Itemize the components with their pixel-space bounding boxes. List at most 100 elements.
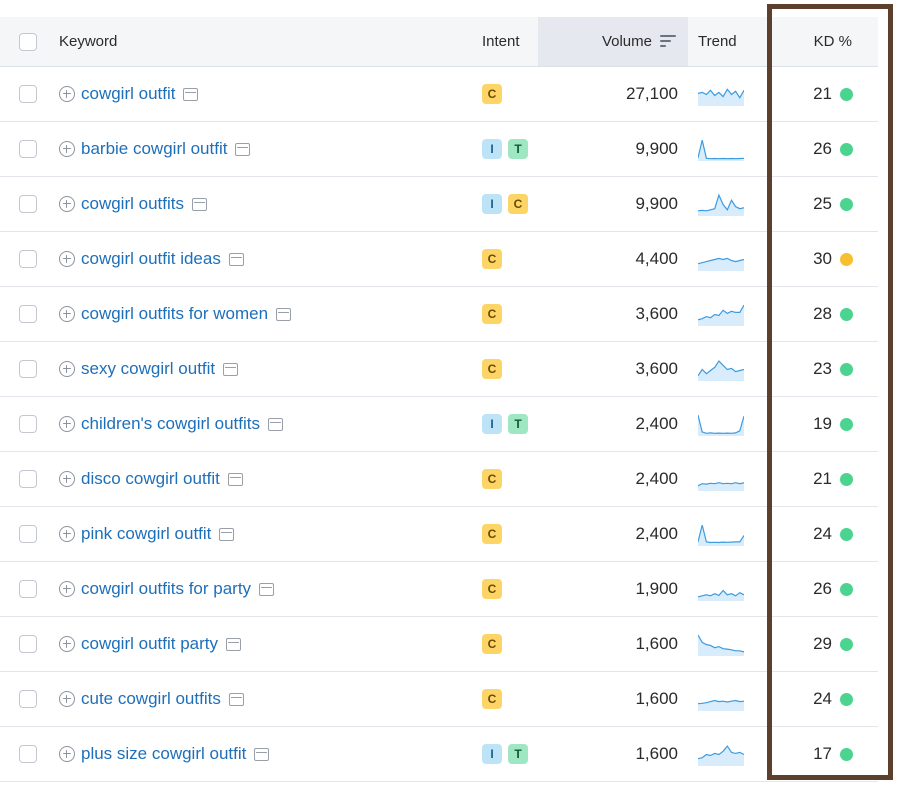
row-checkbox[interactable] <box>19 85 37 103</box>
keyword-link[interactable]: cute cowgirl outfits <box>81 689 221 708</box>
kd-cell: 29 <box>772 634 853 654</box>
kd-value: 30 <box>813 249 832 268</box>
row-checkbox[interactable] <box>19 360 37 378</box>
kd-difficulty-dot <box>840 362 853 376</box>
plus-circle-icon[interactable] <box>59 416 75 432</box>
row-checkbox[interactable] <box>19 690 37 708</box>
intent-badge: C <box>482 634 502 654</box>
trend-cell <box>698 82 744 106</box>
row-checkbox[interactable] <box>19 250 37 268</box>
keyword-link[interactable]: cowgirl outfit <box>81 84 176 103</box>
row-checkbox[interactable] <box>19 635 37 653</box>
serp-features-icon[interactable] <box>276 307 292 321</box>
serp-features-icon[interactable] <box>254 747 270 761</box>
keyword-cell: cowgirl outfit ideas <box>59 249 244 269</box>
plus-circle-icon[interactable] <box>59 691 75 707</box>
keyword-link[interactable]: pink cowgirl outfit <box>81 524 212 543</box>
kd-value: 17 <box>813 744 832 763</box>
row-check-cell <box>19 140 39 158</box>
trend-area <box>698 590 744 601</box>
plus-circle-icon[interactable] <box>59 86 75 102</box>
plus-circle-icon[interactable] <box>59 306 75 322</box>
serp-features-icon[interactable] <box>227 472 243 486</box>
row-check-cell <box>19 415 39 433</box>
keyword-link[interactable]: cowgirl outfit party <box>81 634 218 653</box>
trend-cell <box>698 302 744 326</box>
table-row: pink cowgirl outfit C 2,400 24 <box>0 507 878 562</box>
trend-sparkline <box>698 482 744 491</box>
serp-features-icon[interactable] <box>259 582 275 596</box>
trend-line <box>698 304 744 321</box>
header-volume[interactable]: Volume <box>538 17 688 66</box>
serp-features-icon[interactable] <box>219 527 235 541</box>
plus-circle-icon[interactable] <box>59 196 75 212</box>
keyword-link[interactable]: sexy cowgirl outfit <box>81 359 216 378</box>
trend-cell <box>698 467 744 491</box>
serp-features-icon[interactable] <box>267 417 283 431</box>
row-checkbox[interactable] <box>19 580 37 598</box>
row-checkbox[interactable] <box>19 470 37 488</box>
row-checkbox[interactable] <box>19 140 37 158</box>
volume-value: 3,600 <box>635 304 678 323</box>
header-intent[interactable]: Intent <box>482 33 520 50</box>
trend-area <box>698 635 744 656</box>
trend-area <box>698 89 744 106</box>
plus-circle-icon[interactable] <box>59 471 75 487</box>
header-keyword[interactable]: Keyword <box>59 33 118 50</box>
row-checkbox[interactable] <box>19 305 37 323</box>
row-checkbox[interactable] <box>19 195 37 213</box>
volume-value: 1,600 <box>635 744 678 763</box>
keyword-link[interactable]: cowgirl outfits for party <box>81 579 252 598</box>
serp-features-icon[interactable] <box>235 142 251 156</box>
kd-difficulty-dot <box>840 197 853 211</box>
keyword-link[interactable]: cowgirl outfit ideas <box>81 249 221 268</box>
serp-features-icon[interactable] <box>223 362 239 376</box>
plus-circle-icon[interactable] <box>59 636 75 652</box>
header-kd[interactable]: KD % <box>813 33 852 50</box>
plus-circle-icon[interactable] <box>59 581 75 597</box>
kd-cell: 21 <box>772 84 853 104</box>
kd-cell: 17 <box>772 744 853 764</box>
plus-circle-icon[interactable] <box>59 746 75 762</box>
row-checkbox[interactable] <box>19 525 37 543</box>
trend-cell <box>698 137 744 161</box>
keyword-link[interactable]: cowgirl outfits for women <box>81 304 269 323</box>
plus-circle-icon[interactable] <box>59 251 75 267</box>
plus-circle-icon[interactable] <box>59 361 75 377</box>
row-check-cell <box>19 250 39 268</box>
sort-descending-icon[interactable] <box>660 35 676 48</box>
volume-value: 1,600 <box>635 634 678 653</box>
serp-features-icon[interactable] <box>191 197 207 211</box>
keyword-link[interactable]: plus size cowgirl outfit <box>81 744 247 763</box>
serp-features-icon[interactable] <box>228 692 244 706</box>
keyword-link[interactable]: children's cowgirl outfits <box>81 414 260 433</box>
serp-features-icon[interactable] <box>228 252 244 266</box>
plus-circle-icon[interactable] <box>59 526 75 542</box>
row-check-cell <box>19 85 39 103</box>
table-row: cowgirl outfits for party C 1,900 26 <box>0 562 878 617</box>
select-all-checkbox[interactable] <box>19 32 37 51</box>
serp-features-icon[interactable] <box>183 87 199 101</box>
keyword-link[interactable]: cowgirl outfits <box>81 194 184 213</box>
intent-badge: C <box>482 249 502 269</box>
trend-sparkline <box>698 524 744 546</box>
keyword-link[interactable]: disco cowgirl outfit <box>81 469 220 488</box>
trend-line <box>698 482 744 487</box>
kd-cell: 24 <box>772 689 853 709</box>
keyword-link[interactable]: barbie cowgirl outfit <box>81 139 228 158</box>
serp-features-icon[interactable] <box>226 637 241 651</box>
kd-value: 25 <box>813 194 832 213</box>
trend-cell <box>698 522 744 546</box>
trend-cell <box>698 687 744 711</box>
kd-difficulty-dot <box>840 637 853 651</box>
volume-value: 1,900 <box>635 579 678 598</box>
intent-badge: C <box>482 579 502 599</box>
row-checkbox[interactable] <box>19 745 37 763</box>
intent-badge: C <box>482 524 502 544</box>
plus-circle-icon[interactable] <box>59 141 75 157</box>
row-check-cell <box>19 360 39 378</box>
row-checkbox[interactable] <box>19 415 37 433</box>
kd-difficulty-dot <box>840 417 853 431</box>
row-check-cell <box>19 525 39 543</box>
volume-value: 4,400 <box>635 249 678 268</box>
